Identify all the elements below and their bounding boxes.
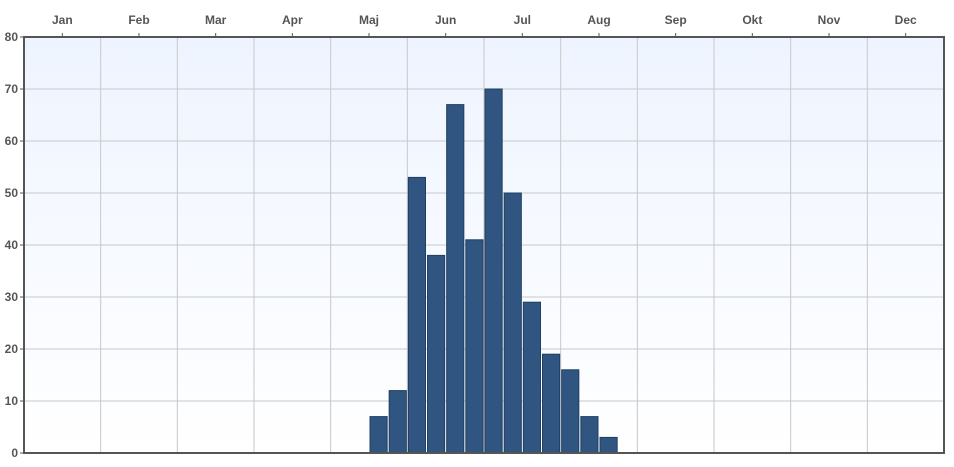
x-tick-label: Sep	[665, 13, 687, 27]
grid-lines	[24, 37, 944, 453]
bar[interactable]	[580, 416, 599, 454]
bar[interactable]	[599, 436, 618, 454]
x-tick-label: Maj	[359, 13, 379, 27]
y-tick-label: 10	[5, 394, 19, 408]
bar[interactable]	[465, 239, 484, 454]
y-tick-label: 50	[5, 186, 19, 200]
x-tick-label: Feb	[128, 13, 149, 27]
bar[interactable]	[427, 254, 446, 454]
y-tick-label: 20	[5, 342, 19, 356]
bar[interactable]	[542, 353, 561, 454]
bar[interactable]	[522, 301, 541, 454]
bar[interactable]	[388, 390, 407, 454]
bar[interactable]	[561, 369, 580, 454]
y-tick-labels: 0 10 20 30 40 50 60 70 80	[5, 30, 19, 460]
axes	[20, 33, 945, 454]
x-tick-label: Jan	[52, 13, 73, 27]
bar[interactable]	[369, 416, 388, 454]
x-tick-label: Okt	[742, 13, 762, 27]
bar[interactable]	[446, 104, 465, 454]
x-tick-label: Jun	[435, 13, 456, 27]
x-tick-label: Dec	[895, 13, 917, 27]
y-tick-label: 70	[5, 82, 19, 96]
y-tick-label: 40	[5, 238, 19, 252]
y-tick-label: 30	[5, 290, 19, 304]
x-tick-label: Aug	[587, 13, 610, 27]
y-tick-label: 80	[5, 30, 19, 44]
bar[interactable]	[484, 88, 503, 454]
x-tick-label: Nov	[818, 13, 841, 27]
x-tick-label: Jul	[514, 13, 531, 27]
y-tick-label: 60	[5, 134, 19, 148]
bar[interactable]	[503, 192, 522, 454]
y-tick-label: 0	[11, 446, 18, 460]
x-tick-labels: Jan Feb Mar Apr Maj Jun Jul Aug Sep Okt Nov Dec	[52, 13, 917, 27]
bar[interactable]	[407, 176, 427, 454]
x-tick-label: Mar	[205, 13, 227, 27]
x-tick-label: Apr	[282, 13, 303, 27]
